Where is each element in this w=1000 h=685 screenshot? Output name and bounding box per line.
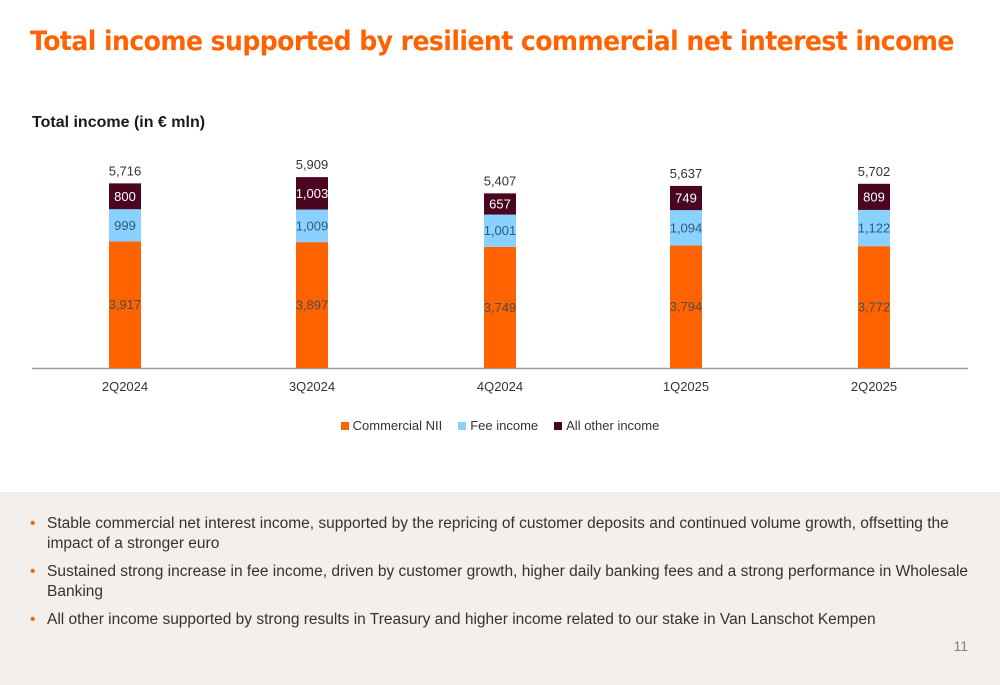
data-label-fee-income: 1,122 [858,221,891,236]
total-label: 5,702 [858,164,891,179]
legend-swatch-commercial-nii [340,421,349,430]
data-label-commercial-nii: 3,749 [484,300,517,315]
bar-segment-all-other-income [484,193,516,215]
commentary-panel: Stable commercial net interest income, s… [0,492,1000,685]
legend-swatch-all-other-income [554,421,563,430]
legend-label-commercial-nii: Commercial NII [352,418,443,433]
data-label-fee-income: 1,001 [484,223,517,238]
legend-item-commercial-nii: Commercial NII [340,418,443,433]
total-label: 5,909 [296,157,329,172]
bar-segment-fee-income [858,209,890,247]
bar-segment-fee-income [484,214,516,247]
x-tick-label: 2Q2024 [102,379,148,394]
chart-subtitle: Total income (in € mln) [32,114,206,131]
legend-swatch-fee-income [458,421,467,430]
data-label-all-other-income: 800 [114,189,136,204]
legend-item-all-other-income: All other income [554,418,659,433]
data-label-fee-income: 999 [114,218,136,233]
bar-segment-commercial-nii [670,245,702,368]
bar-segment-all-other-income [670,185,702,211]
x-tick-label: 2Q2025 [851,379,897,394]
bar-segment-fee-income [670,210,702,246]
bar-segment-fee-income [296,209,328,243]
bar-segment-commercial-nii [109,241,141,368]
x-tick-label: 1Q2025 [663,379,709,394]
total-label: 5,407 [484,173,517,188]
total-label: 5,716 [109,163,142,178]
stacked-bar-chart: 3,917 999 800 5,716 2Q2024 3,897 1,009 1,003 5,9… [32,157,968,394]
data-label-fee-income: 1,009 [296,218,329,233]
bar-segment-all-other-income [296,177,328,210]
data-label-fee-income: 1,094 [670,220,703,235]
data-label-all-other-income: 1,003 [296,186,329,201]
page-number: 11 [953,638,968,654]
data-label-all-other-income: 657 [489,196,511,211]
data-label-all-other-income: 749 [675,191,697,206]
bar-segment-commercial-nii [858,246,890,368]
x-tick-label: 4Q2024 [477,379,523,394]
legend-label-all-other-income: All other income [566,418,660,433]
bar-segment-all-other-income [109,183,141,210]
data-label-commercial-nii: 3,772 [858,300,891,315]
x-tick-label: 3Q2024 [289,379,335,394]
chart-legend: Commercial NII Fee income All other inco… [0,418,1000,433]
data-label-commercial-nii: 3,917 [109,297,142,312]
bar-segment-commercial-nii [296,242,328,368]
bar-segment-commercial-nii [484,246,516,368]
bullet-list: Stable commercial net interest income, s… [30,514,970,638]
data-label-commercial-nii: 3,897 [296,298,329,313]
bar-segment-fee-income [109,209,141,242]
bullet-item: Sustained strong increase in fee income,… [30,562,970,602]
legend-label-fee-income: Fee income [470,418,539,433]
total-label: 5,637 [670,166,703,181]
legend-item-fee-income: Fee income [458,418,538,433]
bullet-item: All other income supported by strong res… [30,610,970,630]
data-label-commercial-nii: 3,794 [670,299,703,314]
page-title: Total income supported by resilient comm… [30,26,954,57]
data-label-all-other-income: 809 [863,189,885,204]
bar-segment-all-other-income [858,183,890,210]
bullet-item: Stable commercial net interest income, s… [30,514,970,554]
